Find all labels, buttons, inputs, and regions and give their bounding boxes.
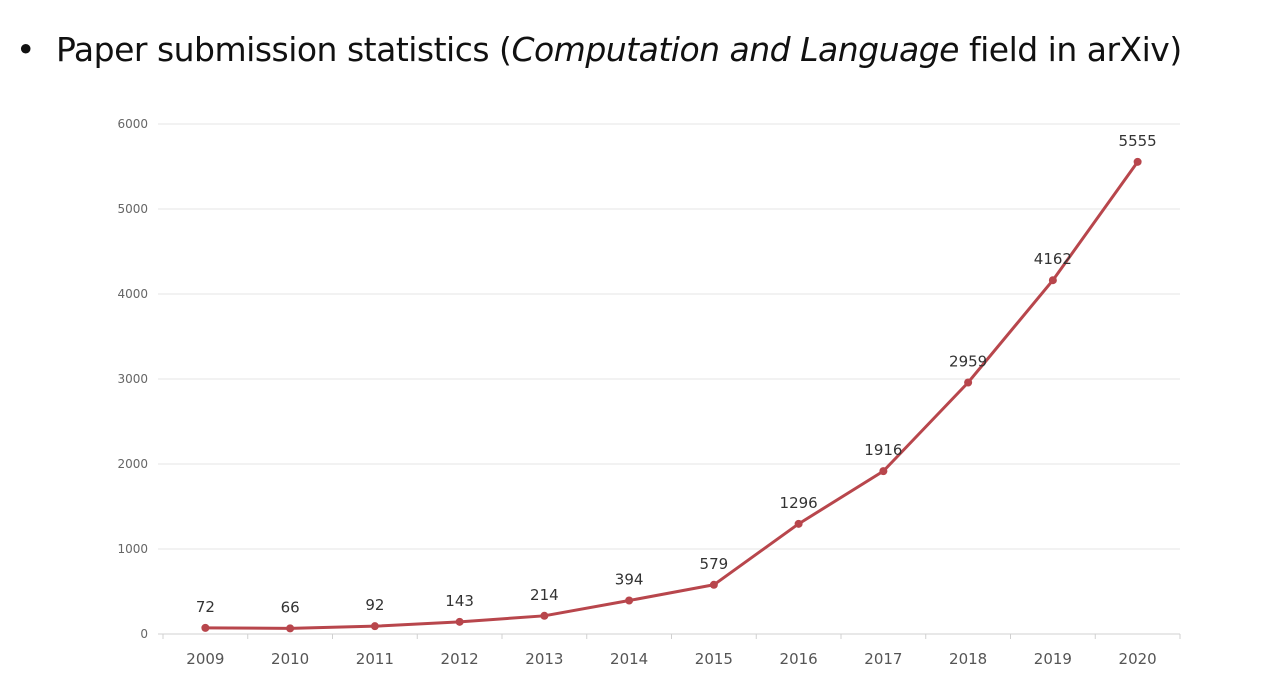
data-point — [625, 596, 634, 605]
data-label: 214 — [530, 586, 559, 604]
x-tick-label: 2009 — [186, 650, 224, 668]
x-tick-label: 2020 — [1119, 650, 1157, 668]
x-tick-label: 2013 — [525, 650, 563, 668]
title-italic: Computation and Language — [511, 30, 959, 69]
data-point — [1133, 157, 1142, 166]
data-label: 1916 — [864, 441, 902, 459]
data-point — [709, 580, 718, 589]
data-label: 394 — [615, 571, 644, 589]
data-point — [1048, 276, 1057, 285]
data-label: 1296 — [780, 494, 818, 512]
data-label: 5555 — [1119, 132, 1157, 150]
title-text: Paper submission statistics ( — [56, 30, 512, 69]
y-tick-label: 3000 — [117, 372, 148, 386]
data-label: 4162 — [1034, 250, 1072, 268]
data-point — [540, 611, 549, 620]
data-label: 66 — [281, 598, 300, 616]
data-label: 2959 — [949, 352, 987, 370]
data-point — [964, 378, 973, 387]
y-tick-label: 1000 — [117, 542, 148, 556]
y-tick-label: 5000 — [117, 202, 148, 216]
x-tick-label: 2015 — [695, 650, 733, 668]
x-tick-label: 2017 — [864, 650, 902, 668]
y-tick-label: 0 — [140, 627, 148, 641]
data-point — [879, 467, 888, 476]
x-tick-label: 2019 — [1034, 650, 1072, 668]
data-point — [201, 623, 210, 632]
x-tick-label: 2018 — [949, 650, 987, 668]
bullet-icon: • — [16, 30, 35, 69]
data-label: 92 — [365, 596, 384, 614]
x-tick-label: 2011 — [356, 650, 394, 668]
data-point — [370, 622, 379, 631]
y-tick-label: 4000 — [117, 287, 148, 301]
data-label: 143 — [445, 592, 474, 610]
x-tick-label: 2016 — [780, 650, 818, 668]
data-point — [794, 519, 803, 528]
x-tick-label: 2014 — [610, 650, 648, 668]
data-point — [286, 624, 295, 633]
x-tick-label: 2012 — [441, 650, 479, 668]
y-tick-label: 6000 — [117, 117, 148, 131]
y-tick-label: 2000 — [117, 457, 148, 471]
slide-title: • Paper submission statistics (Computatio… — [16, 30, 1182, 69]
x-tick-label: 2010 — [271, 650, 309, 668]
data-point — [455, 617, 464, 626]
title-text-end: field in arXiv) — [958, 30, 1182, 69]
data-label: 72 — [196, 598, 215, 616]
series-line — [205, 160, 1139, 630]
data-label: 579 — [700, 555, 729, 573]
